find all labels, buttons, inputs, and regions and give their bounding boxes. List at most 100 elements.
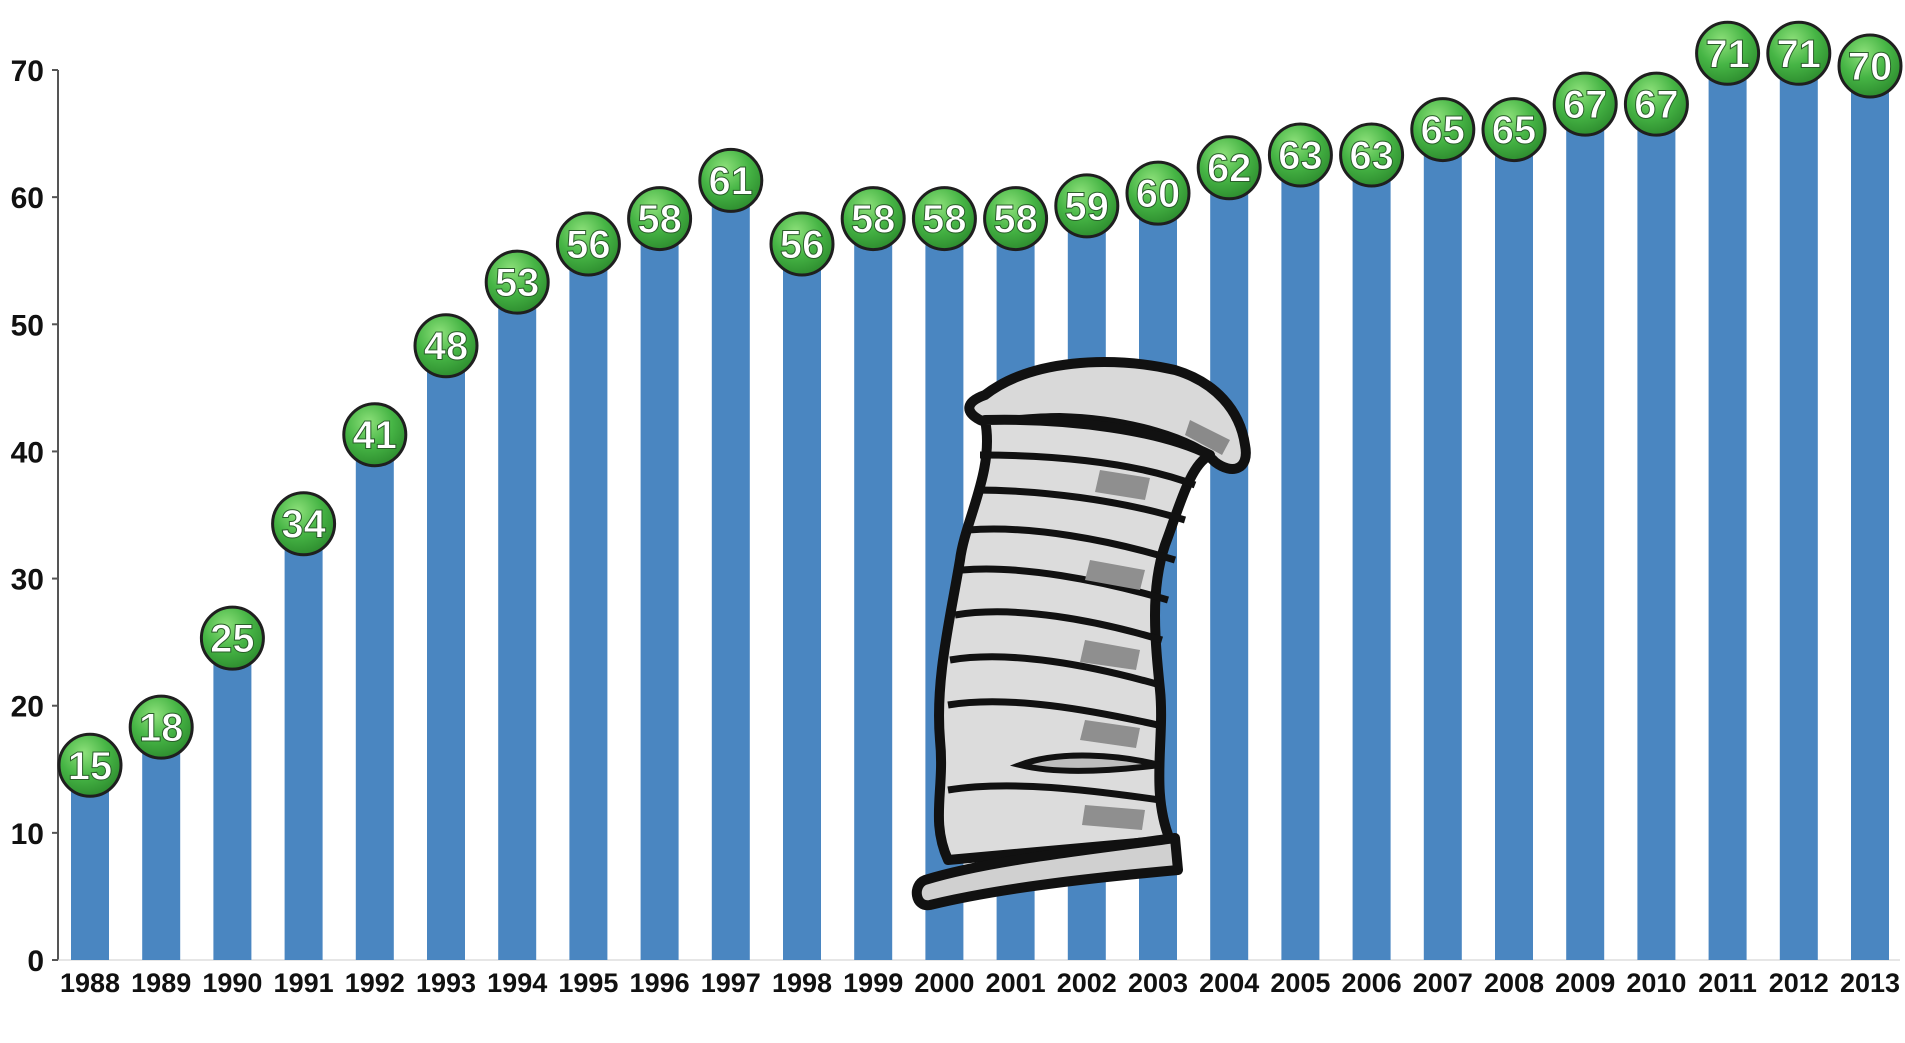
- data-label-2008: 65: [1492, 109, 1537, 153]
- data-label-badge-2009: [1552, 71, 1618, 137]
- data-label-badge-1998: [769, 211, 835, 277]
- x-tick-label-2005: 2005: [1270, 968, 1330, 998]
- y-tick-label: 0: [27, 945, 44, 978]
- bar-1999: [854, 222, 893, 961]
- bar-1998: [783, 248, 821, 960]
- data-label-2009: 67: [1563, 83, 1608, 127]
- data-label-badge-2001: [983, 186, 1049, 252]
- x-tick-label-1996: 1996: [630, 968, 690, 998]
- x-tick-label-1994: 1994: [487, 968, 547, 998]
- data-label-badge-2003: [1125, 160, 1191, 226]
- data-label-1993: 48: [424, 325, 469, 369]
- x-tick-label-2001: 2001: [986, 968, 1046, 998]
- data-label-1996: 58: [637, 198, 682, 242]
- data-label-badge-1988: [57, 732, 123, 798]
- data-label-badge-2008: [1481, 97, 1547, 163]
- x-tick-label-2003: 2003: [1128, 968, 1188, 998]
- data-label-badge-2002: [1054, 173, 1120, 239]
- data-label-badge-2012: [1766, 20, 1832, 86]
- data-label-2013: 70: [1848, 45, 1893, 89]
- y-tick-label: 20: [11, 691, 44, 724]
- bar-2010: [1637, 108, 1676, 960]
- x-tick-label-2006: 2006: [1342, 968, 1402, 998]
- x-tick-label-2011: 2011: [1698, 968, 1757, 998]
- data-label-badge-1996: [627, 186, 693, 252]
- x-tick-labels: 1988 1989 1990 1991 1992 1993 1994 1995 1996 1997…: [60, 968, 1900, 998]
- data-label-badge-1997: [698, 147, 764, 213]
- data-label-2005: 63: [1278, 134, 1323, 178]
- bar-1997: [711, 184, 750, 960]
- data-label-1989: 18: [139, 706, 184, 750]
- data-label-1997: 61: [709, 159, 754, 203]
- x-tick-label-2004: 2004: [1199, 968, 1259, 998]
- bar-1995: [569, 248, 608, 960]
- x-tick-label-2013: 2013: [1840, 968, 1900, 998]
- x-tick-label-2000: 2000: [914, 968, 974, 998]
- x-tick-label-1989: 1989: [131, 968, 191, 998]
- data-label-badge-1995: [555, 211, 621, 277]
- bar-1994: [498, 286, 537, 961]
- bar-2007: [1423, 133, 1462, 961]
- y-tick-label: 40: [11, 436, 44, 469]
- data-label-2002: 59: [1065, 185, 1110, 229]
- data-label-badge-1990: [199, 605, 265, 671]
- bar-2009: [1566, 108, 1605, 960]
- x-tick-label-2009: 2009: [1555, 968, 1615, 998]
- data-label-badge-1989: [128, 694, 194, 760]
- data-label-1992: 41: [353, 414, 398, 458]
- data-label-1995: 56: [566, 223, 611, 267]
- data-label-badge-2010: [1623, 71, 1689, 137]
- x-tick-label-1993: 1993: [416, 968, 476, 998]
- data-label-2011: 71: [1705, 32, 1750, 76]
- data-label-badge-1994: [484, 249, 550, 315]
- data-label-1999: 58: [851, 198, 896, 242]
- bar-1990: [213, 642, 252, 960]
- data-label-1990: 25: [210, 617, 255, 661]
- data-label-2006: 63: [1349, 134, 1394, 178]
- data-label-badge-2000: [911, 186, 977, 252]
- x-tick-label-1998: 1998: [772, 968, 832, 998]
- data-label-badge-2013: [1837, 33, 1903, 99]
- bar-2004: [1210, 171, 1249, 960]
- data-label-2003: 60: [1136, 172, 1181, 216]
- data-label-badge-1991: [271, 491, 337, 557]
- x-tick-label-2012: 2012: [1769, 968, 1829, 998]
- data-label-badge-2007: [1410, 97, 1476, 163]
- x-tick-label-1999: 1999: [843, 968, 903, 998]
- data-label-2004: 62: [1207, 147, 1252, 191]
- bar-2011: [1708, 57, 1747, 961]
- bar-1993: [427, 349, 465, 960]
- bar-1991: [284, 527, 323, 960]
- y-tick-label: 10: [11, 818, 44, 851]
- bar-1988: [71, 769, 109, 960]
- bar-1996: [640, 222, 679, 961]
- bar-2005: [1281, 159, 1320, 960]
- x-tick-label-2002: 2002: [1057, 968, 1117, 998]
- duct-pipe-illustration: [911, 357, 1251, 911]
- x-tick-label-1992: 1992: [345, 968, 405, 998]
- data-label-2012: 71: [1777, 32, 1822, 76]
- y-tick-label: 30: [11, 564, 44, 597]
- x-tick-label-1997: 1997: [701, 968, 761, 998]
- bar-1992: [355, 438, 394, 960]
- bar-1989: [142, 731, 181, 960]
- data-label-badge-1993: [413, 313, 479, 379]
- y-tick-label: 70: [11, 55, 44, 88]
- x-tick-label-2008: 2008: [1484, 968, 1544, 998]
- bar-2006: [1352, 159, 1391, 960]
- bar-2012: [1779, 57, 1818, 961]
- x-tick-label-1991: 1991: [274, 968, 334, 998]
- data-label-badge-1999: [840, 186, 906, 252]
- x-tick-label-1995: 1995: [558, 968, 618, 998]
- data-label-badge-2004: [1196, 135, 1262, 201]
- x-tick-label-2010: 2010: [1626, 968, 1686, 998]
- data-label-2007: 65: [1421, 109, 1466, 153]
- y-tick-label: 60: [11, 182, 44, 215]
- bar-2013: [1851, 70, 1889, 960]
- y-tick-label: 50: [11, 309, 44, 342]
- data-label-badge-1992: [342, 402, 408, 468]
- data-label-1998: 56: [780, 223, 825, 267]
- data-label-1994: 53: [495, 261, 540, 305]
- data-label-2010: 67: [1634, 83, 1679, 127]
